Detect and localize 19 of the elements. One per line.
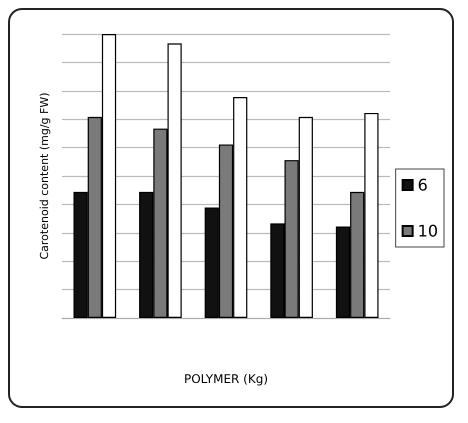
bar	[153, 128, 168, 318]
bar	[218, 144, 234, 318]
x-axis-title: POLYMER (Kg)	[184, 372, 268, 386]
bar	[270, 223, 284, 318]
y-axis-title: Carotenoid content (mg/g FW)	[38, 92, 51, 260]
bar	[233, 97, 248, 318]
bar	[284, 160, 299, 318]
bar	[336, 226, 350, 318]
bar	[350, 192, 364, 318]
bar	[298, 116, 313, 318]
bar	[168, 43, 182, 318]
bar	[88, 116, 102, 318]
bar	[102, 34, 116, 318]
bar	[73, 192, 88, 318]
legend-label: 6	[418, 176, 428, 194]
legend-label: 10	[418, 222, 438, 240]
bar	[364, 112, 379, 318]
bar	[139, 192, 154, 318]
bar	[204, 208, 219, 318]
